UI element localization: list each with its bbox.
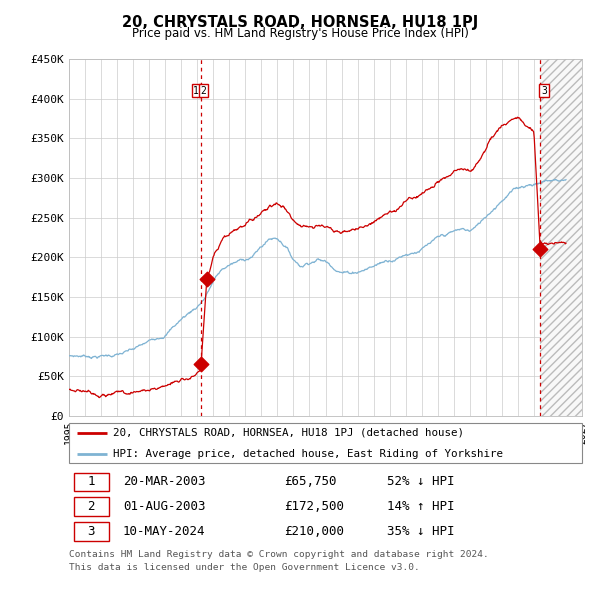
Text: 3: 3 [541, 86, 547, 96]
Bar [540, 59, 582, 416]
Text: 20, CHRYSTALS ROAD, HORNSEA, HU18 1PJ (detached house): 20, CHRYSTALS ROAD, HORNSEA, HU18 1PJ (d… [113, 428, 464, 438]
Point [196, 359, 206, 369]
Point [535, 245, 545, 254]
Text: Contains HM Land Registry data © Crown copyright and database right 2024.: Contains HM Land Registry data © Crown c… [69, 550, 489, 559]
Text: 14% ↑ HPI: 14% ↑ HPI [387, 500, 455, 513]
Text: 20-MAR-2003: 20-MAR-2003 [123, 476, 205, 489]
Text: This data is licensed under the Open Government Licence v3.0.: This data is licensed under the Open Gov… [69, 563, 420, 572]
Text: 2: 2 [88, 500, 95, 513]
Text: 20, CHRYSTALS ROAD, HORNSEA, HU18 1PJ: 20, CHRYSTALS ROAD, HORNSEA, HU18 1PJ [122, 15, 478, 30]
Text: 1: 1 [193, 86, 199, 96]
Text: Price paid vs. HM Land Registry's House Price Index (HPI): Price paid vs. HM Land Registry's House … [131, 27, 469, 40]
Text: £65,750: £65,750 [284, 476, 337, 489]
Text: 10-MAY-2024: 10-MAY-2024 [123, 525, 205, 538]
Text: 01-AUG-2003: 01-AUG-2003 [123, 500, 205, 513]
Text: 3: 3 [88, 525, 95, 538]
Text: HPI: Average price, detached house, East Riding of Yorkshire: HPI: Average price, detached house, East… [113, 448, 503, 458]
FancyBboxPatch shape [74, 497, 109, 516]
Text: £172,500: £172,500 [284, 500, 344, 513]
Text: 52% ↓ HPI: 52% ↓ HPI [387, 476, 455, 489]
Text: £210,000: £210,000 [284, 525, 344, 538]
FancyBboxPatch shape [74, 473, 109, 491]
Text: 35% ↓ HPI: 35% ↓ HPI [387, 525, 455, 538]
FancyBboxPatch shape [74, 522, 109, 541]
Text: 2: 2 [201, 86, 206, 96]
Text: 1: 1 [88, 476, 95, 489]
Point [202, 274, 211, 284]
